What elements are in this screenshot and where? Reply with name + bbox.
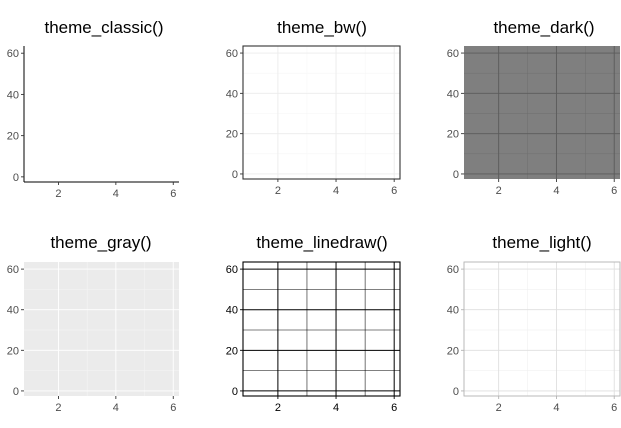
y-tick-label: 20: [226, 345, 238, 357]
panel-theme-light: theme_light() 0 20 40 60 2 4 6: [447, 233, 621, 414]
panel-background: [243, 46, 400, 179]
x-tick-label: 6: [611, 402, 617, 414]
y-tick-label: 60: [447, 48, 459, 60]
x-tick-label: 4: [113, 188, 119, 200]
y-tick-label: 0: [232, 386, 238, 398]
x-tick-label: 4: [333, 185, 339, 197]
x-tick-label: 2: [496, 402, 502, 414]
panel-theme-bw: theme_bw() 0 20 40 60 2 4 6: [226, 18, 401, 197]
x-tick-label: 2: [275, 402, 281, 414]
panel-border: [463, 261, 621, 397]
x-tick-label: 4: [333, 402, 339, 414]
panel-title: theme_classic(): [44, 18, 163, 37]
x-tick-label: 4: [553, 402, 559, 414]
panel-background: [243, 262, 400, 396]
panel-background: [464, 46, 620, 179]
y-tick-label: 20: [7, 131, 19, 143]
y-tick-label: 60: [7, 264, 19, 276]
panel-theme-gray: theme_gray() 0 20 40 60 2 4 6: [7, 233, 179, 414]
panel-theme-linedraw: theme_linedraw() 0 20 40 60 2 4 6: [226, 233, 401, 414]
panel-background: [464, 262, 620, 396]
y-tick-label: 0: [453, 386, 459, 398]
x-tick-label: 2: [275, 185, 281, 197]
panel-title: theme_gray(): [50, 233, 151, 252]
panel-background: [24, 262, 179, 396]
x-tick-label: 2: [55, 402, 61, 414]
y-tick-label: 60: [7, 48, 19, 60]
panel-title: theme_bw(): [277, 18, 367, 37]
y-tick-label: 0: [13, 172, 19, 184]
y-tick-label: 20: [447, 129, 459, 141]
panel-title: theme_dark(): [493, 18, 594, 37]
panel-background: [24, 46, 179, 182]
y-tick-label: 0: [13, 386, 19, 398]
y-tick-label: 20: [447, 345, 459, 357]
y-tick-label: 60: [226, 48, 238, 60]
x-tick-label: 2: [496, 185, 502, 197]
y-tick-label: 40: [7, 89, 19, 101]
y-tick-label: 40: [447, 88, 459, 100]
panel-theme-classic: theme_classic() 0 20 40 60 2 4 6: [7, 18, 179, 200]
x-tick-label: 6: [391, 185, 397, 197]
x-tick-label: 6: [170, 402, 176, 414]
panel-border: [242, 45, 401, 180]
x-tick-label: 6: [611, 185, 617, 197]
y-tick-label: 40: [226, 305, 238, 317]
y-tick-label: 40: [7, 305, 19, 317]
panel-border: [242, 261, 401, 397]
x-tick-label: 4: [113, 402, 119, 414]
x-tick-label: 4: [553, 185, 559, 197]
y-tick-label: 0: [232, 169, 238, 181]
x-tick-label: 2: [55, 188, 61, 200]
y-tick-label: 20: [7, 345, 19, 357]
y-tick-label: 40: [226, 88, 238, 100]
y-tick-label: 0: [453, 169, 459, 181]
y-tick-label: 60: [447, 264, 459, 276]
y-tick-label: 40: [447, 305, 459, 317]
x-tick-label: 6: [391, 402, 397, 414]
x-tick-label: 6: [170, 188, 176, 200]
y-tick-label: 20: [226, 129, 238, 141]
y-tick-label: 60: [226, 264, 238, 276]
panel-title: theme_linedraw(): [256, 233, 387, 252]
panel-theme-dark: theme_dark() 0 20 40 60 2 4 6: [447, 18, 620, 197]
panel-title: theme_light(): [492, 233, 591, 252]
